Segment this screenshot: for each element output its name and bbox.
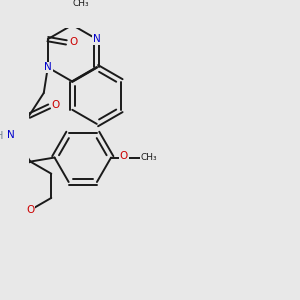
Text: N: N [44,62,52,72]
Text: O: O [70,38,78,47]
Text: O: O [120,151,128,161]
Text: CH₃: CH₃ [73,0,89,8]
Text: H: H [0,131,4,141]
Text: CH₃: CH₃ [140,153,157,162]
Text: O: O [26,205,34,215]
Text: N: N [7,130,15,140]
Text: N: N [93,34,100,44]
Text: O: O [52,100,60,110]
